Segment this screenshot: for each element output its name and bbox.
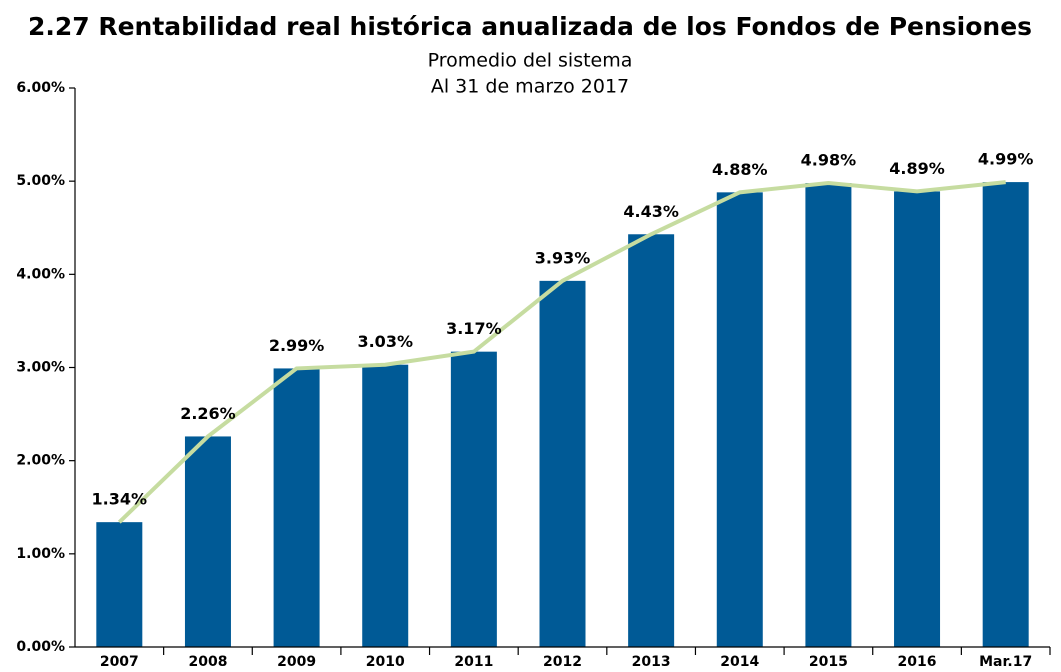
value-label: 4.43% bbox=[623, 202, 679, 221]
x-tick-label: 2016 bbox=[898, 654, 937, 670]
bar bbox=[96, 522, 143, 647]
bar bbox=[982, 182, 1029, 647]
bar bbox=[450, 351, 497, 647]
value-label: 3.93% bbox=[535, 248, 591, 267]
bar bbox=[184, 436, 231, 647]
bar bbox=[716, 192, 763, 647]
chart-title: 2.27 Rentabilidad real histórica anualiz… bbox=[28, 12, 1032, 41]
value-label: 2.26% bbox=[180, 404, 236, 423]
y-tick-label: 1.00% bbox=[16, 546, 65, 562]
bar bbox=[805, 183, 852, 647]
value-label: 4.99% bbox=[978, 150, 1034, 169]
x-tick-label: Mar.17 bbox=[979, 654, 1032, 670]
y-tick-label: 6.00% bbox=[16, 80, 65, 96]
y-tick-label: 4.00% bbox=[16, 266, 65, 282]
x-tick-label: 2008 bbox=[188, 654, 227, 670]
value-label: 4.88% bbox=[712, 160, 768, 179]
bar bbox=[628, 234, 675, 647]
x-tick-label: 2012 bbox=[543, 654, 582, 670]
x-tick-label: 2009 bbox=[277, 654, 316, 670]
x-tick-label: 2014 bbox=[720, 654, 759, 670]
bar bbox=[362, 364, 409, 647]
value-label: 4.89% bbox=[889, 159, 945, 178]
value-label: 2.99% bbox=[269, 336, 325, 355]
value-label: 3.17% bbox=[446, 319, 502, 338]
x-tick-label: 2010 bbox=[366, 654, 405, 670]
x-tick-label: 2013 bbox=[632, 654, 671, 670]
line bbox=[117, 180, 1006, 524]
x-tick-label: 2007 bbox=[100, 654, 139, 670]
chart-subtitle: Al 31 de marzo 2017 bbox=[431, 76, 629, 98]
y-tick-label: 2.00% bbox=[16, 453, 65, 469]
chart-subtitle: Promedio del sistema bbox=[428, 50, 633, 72]
y-tick-label: 3.00% bbox=[16, 360, 65, 376]
y-tick-label: 0.00% bbox=[16, 639, 65, 655]
x-tick-label: 2011 bbox=[454, 654, 493, 670]
bar bbox=[273, 368, 320, 647]
value-label: 4.98% bbox=[801, 151, 857, 170]
x-tick-label: 2015 bbox=[809, 654, 848, 670]
bar bbox=[539, 280, 586, 647]
value-label: 3.03% bbox=[357, 332, 413, 351]
bar bbox=[894, 191, 941, 648]
value-label: 1.34% bbox=[92, 490, 148, 509]
y-tick-label: 5.00% bbox=[16, 173, 65, 189]
